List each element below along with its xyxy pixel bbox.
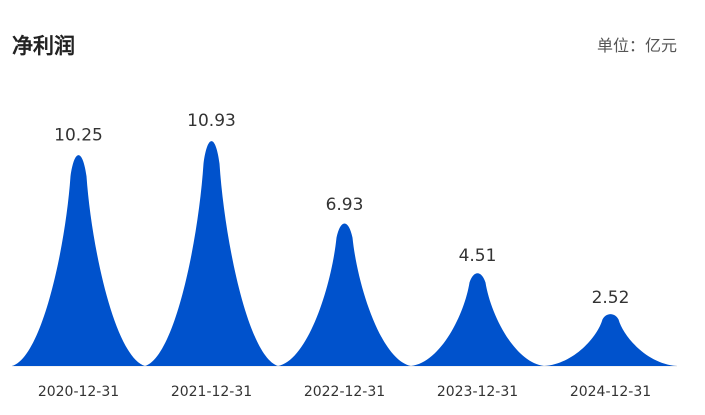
value-label-2022-12-31: 6.93	[326, 195, 364, 215]
value-label-2020-12-31: 10.25	[54, 125, 103, 145]
x-tick-label-2024-12-31: 2024-12-31	[570, 384, 651, 400]
x-tick-label-2022-12-31: 2022-12-31	[304, 384, 385, 400]
value-label-2024-12-31: 2.52	[592, 288, 630, 308]
x-tick-label-2021-12-31: 2021-12-31	[171, 384, 252, 400]
chart-title: 净利润	[12, 34, 75, 58]
value-label-2023-12-31: 4.51	[459, 246, 497, 266]
peak-2020-12-31[interactable]	[12, 155, 145, 366]
x-tick-label-2020-12-31: 2020-12-31	[38, 384, 119, 400]
value-label-2021-12-31: 10.93	[187, 111, 236, 131]
peak-2024-12-31[interactable]	[544, 314, 677, 366]
peak-2023-12-31[interactable]	[411, 273, 544, 366]
x-tick-label-2023-12-31: 2023-12-31	[437, 384, 518, 400]
peak-2021-12-31[interactable]	[145, 141, 278, 366]
unit-label: 单位：亿元	[596, 36, 677, 55]
peak-2022-12-31[interactable]	[278, 223, 411, 366]
